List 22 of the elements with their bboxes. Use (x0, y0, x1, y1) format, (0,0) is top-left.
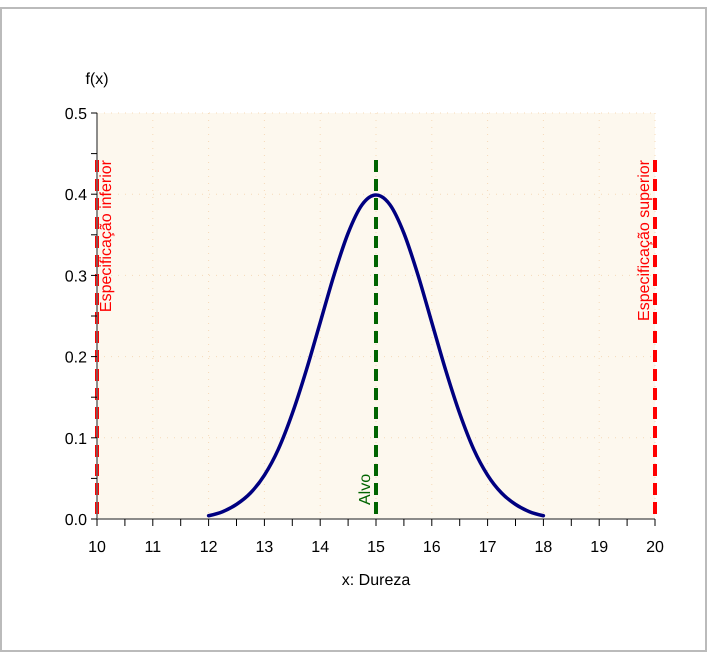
x-tick-label: 15 (367, 539, 385, 556)
y-tick-label: 0.2 (64, 350, 88, 367)
x-tick-label: 14 (311, 539, 330, 556)
y-tick-label: 0.1 (64, 430, 88, 448)
x-tick-label: 16 (422, 539, 441, 556)
x-tick-label: 10 (88, 539, 106, 556)
x-tick-label: 13 (256, 539, 274, 556)
x-axis-title: x: Dureza (342, 572, 410, 589)
x-tick-label: 19 (590, 539, 608, 556)
ref-line-label: Especificação superior (636, 159, 653, 321)
y-tick-label: 0.5 (64, 106, 88, 123)
x-tick-label: 18 (534, 539, 552, 556)
y-tick-label: 0.0 (64, 512, 88, 529)
x-tick-label: 17 (478, 539, 497, 556)
y-tick-label: 0.4 (64, 187, 88, 204)
ref-line-label: Alvo (357, 474, 374, 505)
x-tick-label: 12 (200, 539, 218, 556)
y-axis-title: f(x) (85, 71, 109, 88)
x-tick-label: 20 (646, 539, 664, 556)
ref-line-label: Especificação inferior (98, 159, 115, 312)
y-tick-label: 0.3 (64, 268, 88, 286)
x-tick-label: 11 (144, 539, 162, 556)
